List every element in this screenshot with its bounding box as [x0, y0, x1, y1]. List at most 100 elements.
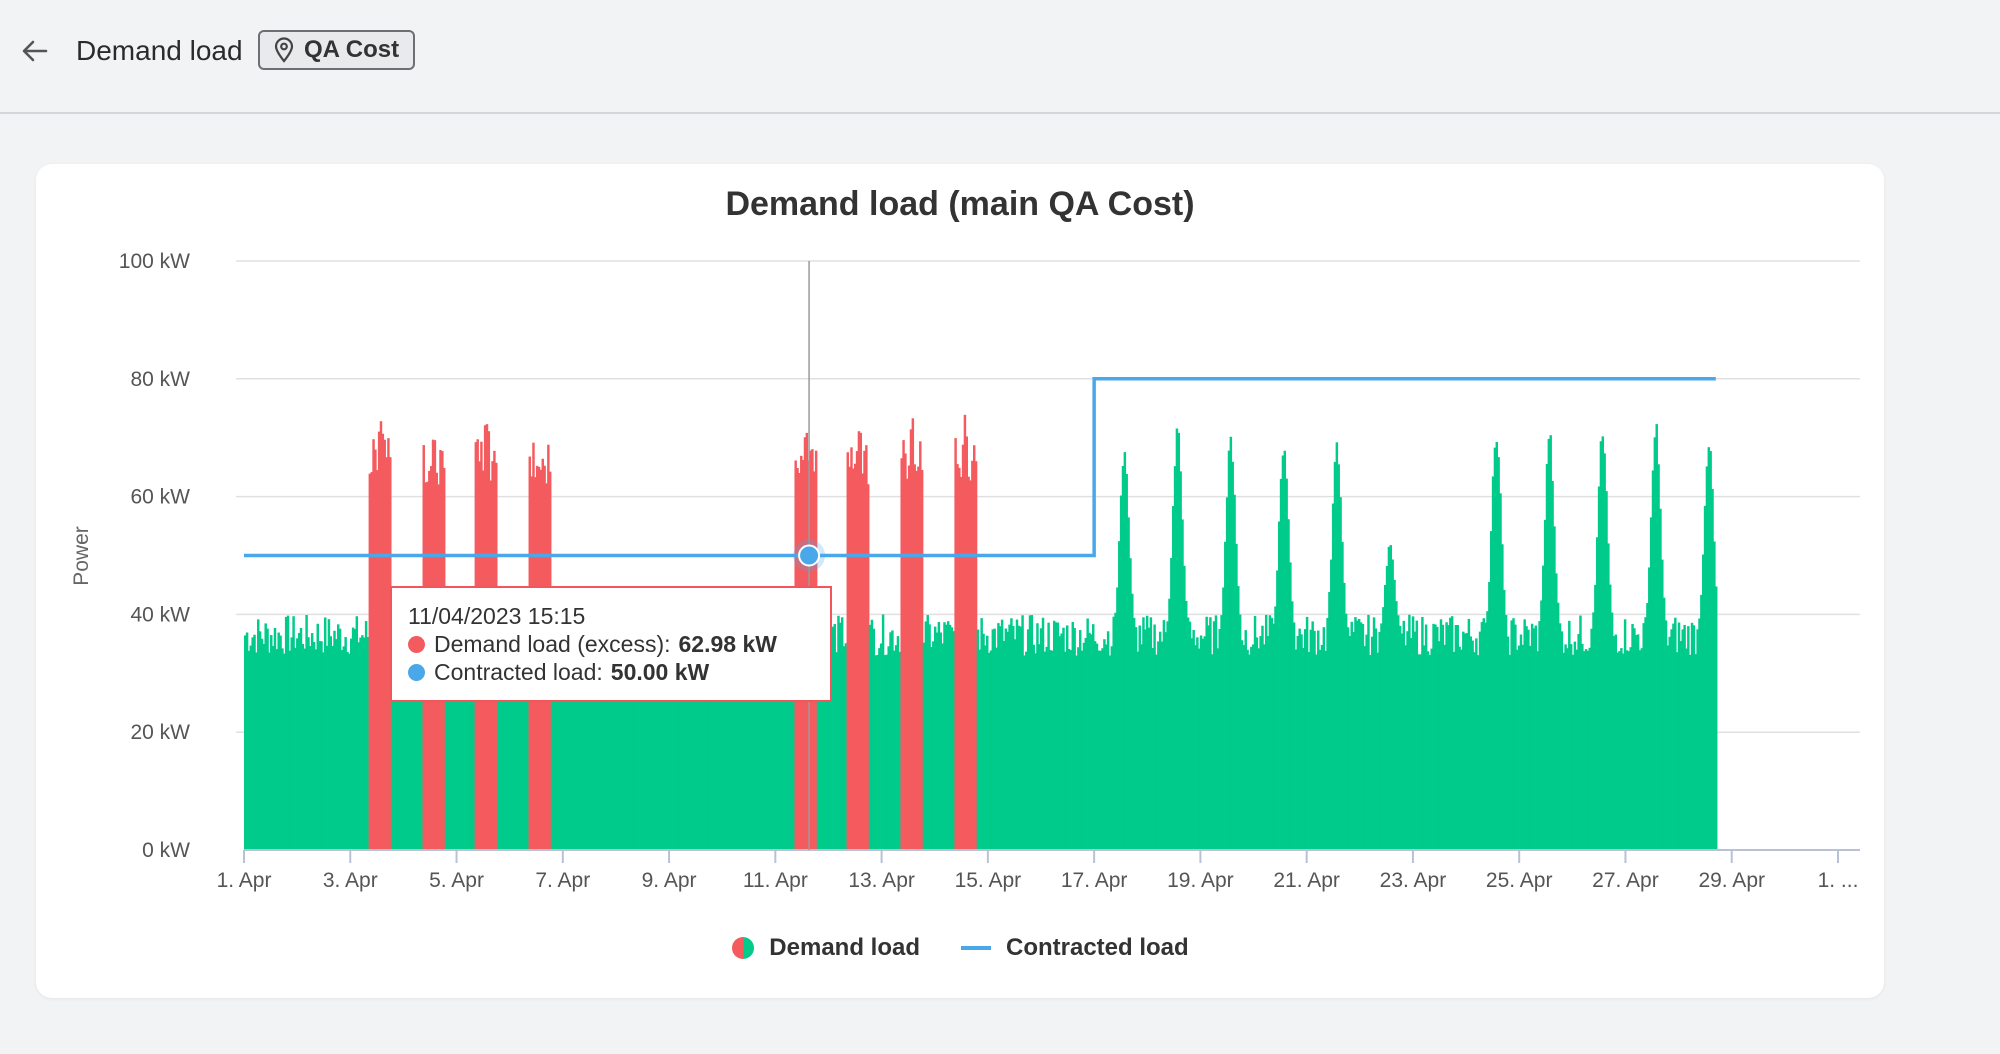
demand-bar [1510, 620, 1513, 850]
demand-bar [1099, 650, 1102, 850]
demand-bar [634, 649, 637, 850]
demand-bar [874, 655, 877, 850]
demand-bar [1497, 457, 1500, 850]
demand-bar [1711, 488, 1714, 850]
demand-bar [1173, 466, 1177, 850]
demand-bar [1038, 644, 1041, 850]
demand-bar [1287, 519, 1290, 850]
demand-bar [959, 476, 963, 850]
demand-bar [454, 643, 457, 850]
demand-bar [244, 635, 247, 850]
demand-bar [1534, 625, 1538, 850]
demand-bar [647, 637, 651, 850]
demand-bar [1054, 622, 1058, 850]
demand-bar [1648, 567, 1651, 850]
tooltip-demand-row: Demand load (excess): 62.98 kW [408, 630, 814, 658]
back-button[interactable] [14, 30, 56, 72]
demand-bar [1437, 641, 1441, 850]
demand-bar [1608, 584, 1612, 850]
demand-bar [1638, 650, 1642, 850]
demand-bar [1618, 651, 1621, 850]
demand-bar [322, 652, 325, 850]
demand-bar [1696, 629, 1699, 850]
demand-bar [643, 637, 647, 850]
x-tick-label: 15. Apr [955, 869, 1022, 892]
demand-bar [294, 647, 297, 850]
demand-bar [465, 618, 468, 850]
demand-bar [900, 458, 903, 850]
demand-bar [872, 628, 876, 850]
demand-bar [986, 635, 989, 850]
location-chip[interactable]: QA Cost [258, 30, 416, 70]
demand-bar [887, 646, 890, 850]
demand-bar [1151, 648, 1154, 850]
demand-bar [731, 617, 734, 850]
demand-bar [1642, 623, 1645, 850]
demand-bar [829, 637, 833, 850]
demand-bar [264, 623, 267, 850]
demand-bar [1259, 636, 1262, 850]
demand-bar [907, 465, 911, 850]
demand-bar [1114, 612, 1117, 850]
demand-bar [508, 633, 511, 850]
demand-bar [1090, 634, 1093, 850]
demand-bar [452, 647, 455, 850]
demand-bar [919, 441, 922, 850]
demand-bar [1488, 581, 1491, 850]
demand-bar [569, 622, 572, 850]
demand-bar [1582, 651, 1586, 850]
legend-contracted-load[interactable]: Contracted load [960, 934, 1189, 962]
demand-bar [891, 630, 894, 850]
demand-bar [738, 653, 742, 850]
y-tick-label: 60 kW [130, 486, 190, 509]
demand-bar [1281, 455, 1285, 850]
demand-bar [1246, 649, 1249, 850]
demand-bar [309, 646, 312, 850]
demand-bar [654, 645, 658, 850]
demand-load-chart[interactable]: Demand load (main QA Cost) 0 kW 20 kW 40 k… [36, 164, 1884, 998]
x-tick-label: 5. Apr [429, 869, 484, 892]
demand-bar [859, 432, 863, 850]
demand-bar [764, 645, 768, 850]
demand-bar [736, 630, 740, 850]
demand-bar [604, 626, 608, 850]
tooltip-demand-value: 62.98 kW [678, 631, 777, 657]
demand-bar [1653, 437, 1657, 850]
demand-bar [595, 623, 598, 850]
demand-bar [1069, 650, 1073, 850]
demand-bar [1043, 651, 1047, 850]
demand-bar [1318, 649, 1322, 850]
demand-bar [1235, 543, 1238, 850]
demand-bar [602, 650, 606, 850]
demand-bar [610, 641, 613, 850]
demand-bar [1290, 601, 1294, 850]
demand-bar [1157, 641, 1160, 850]
demand-bar [1517, 645, 1521, 850]
demand-bar [627, 633, 630, 850]
demand-bar [1305, 616, 1309, 850]
demand-bar [1097, 650, 1101, 850]
demand-bar [1436, 626, 1439, 850]
demand-bar [1279, 478, 1283, 850]
demand-bar [1065, 625, 1069, 850]
demand-bar [606, 615, 610, 850]
demand-bar [787, 642, 790, 850]
demand-bar [645, 620, 649, 850]
demand-bar [591, 617, 595, 850]
legend-demand-load[interactable]: Demand load [731, 934, 920, 962]
demand-bar [792, 642, 796, 850]
demand-bar [1378, 631, 1381, 850]
tooltip-contracted-value: 50.00 kW [610, 659, 710, 685]
demand-bar [649, 652, 652, 850]
demand-bar [662, 641, 665, 850]
demand-bar [972, 445, 976, 850]
demand-bar [997, 623, 1000, 850]
demand-bar [372, 439, 375, 850]
demand-bar [1021, 615, 1024, 850]
demand-bar [506, 647, 509, 850]
demand-bar [1592, 612, 1595, 850]
demand-bar [1335, 442, 1339, 850]
demand-bar [716, 619, 719, 850]
demand-bar [1168, 598, 1171, 850]
demand-bar [775, 641, 779, 850]
